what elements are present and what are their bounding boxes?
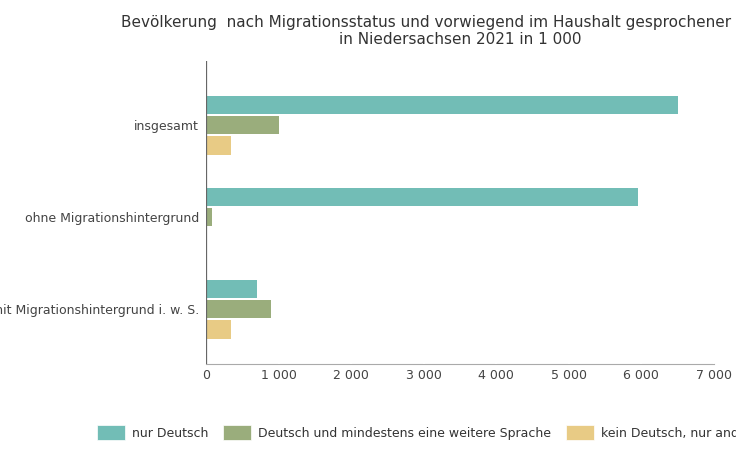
Bar (206, 136, 231, 155)
Bar (206, 188, 637, 206)
Bar (206, 300, 272, 318)
Bar (206, 208, 212, 226)
Bar (206, 320, 231, 339)
Bar (206, 280, 257, 298)
Bar (206, 116, 279, 134)
Title: Bevölkerung  nach Migrationsstatus und vorwiegend im Haushalt gesprochener Sprac: Bevölkerung nach Migrationsstatus und vo… (121, 14, 736, 47)
Bar (206, 96, 678, 114)
Legend: nur Deutsch, Deutsch und mindestens eine weitere Sprache, kein Deutsch, nur ande: nur Deutsch, Deutsch und mindestens eine… (97, 425, 736, 440)
